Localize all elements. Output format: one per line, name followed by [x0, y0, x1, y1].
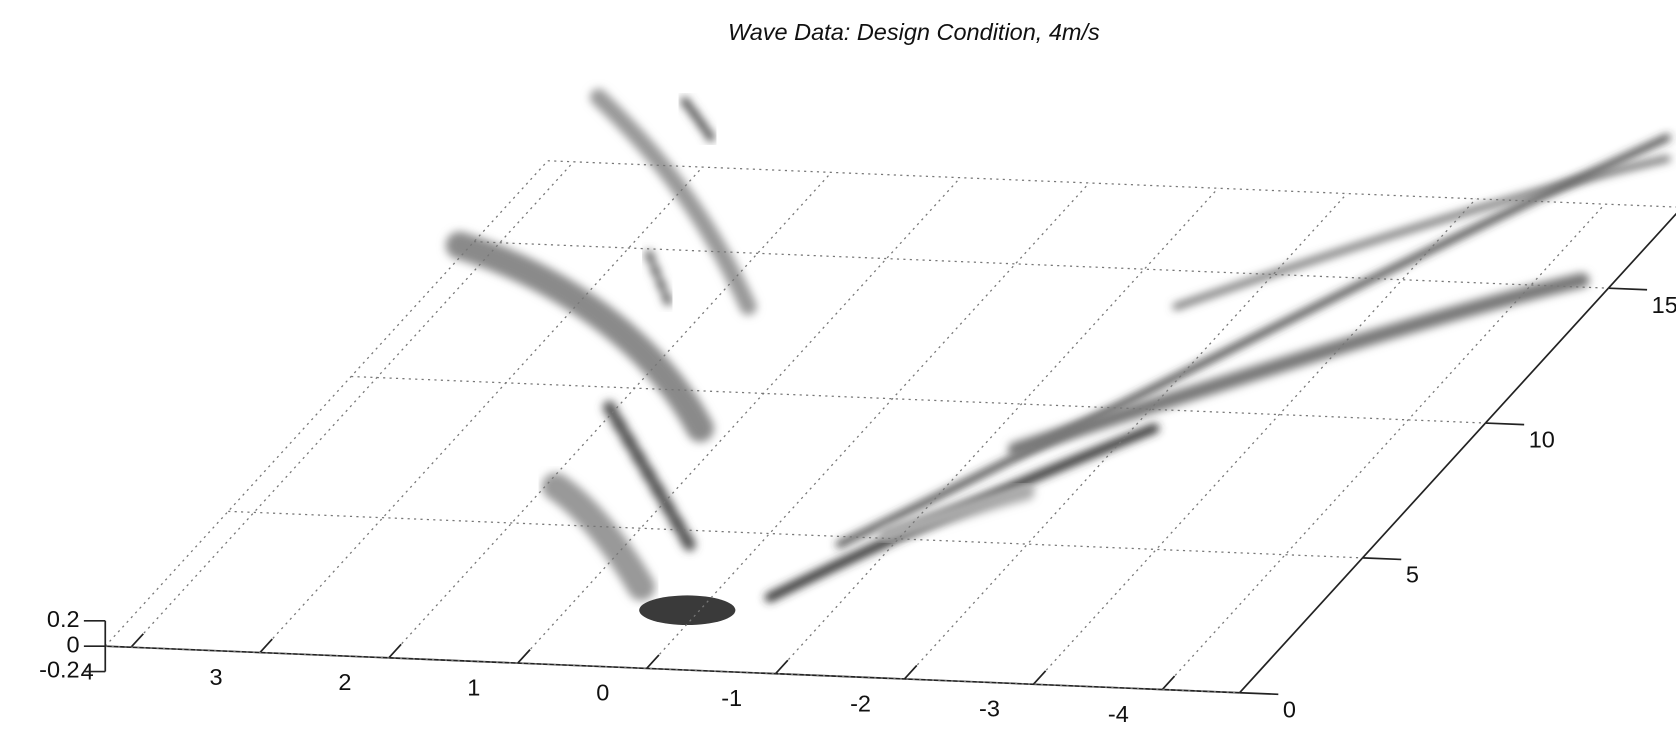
- wave-streak: [445, 231, 715, 443]
- wave-streak: [878, 483, 1035, 543]
- y-tick-label: 5: [1406, 562, 1419, 588]
- x-tick: [517, 649, 531, 664]
- grid-line: [1032, 198, 1477, 685]
- grid-line: [351, 375, 1486, 424]
- y-tick: [1239, 691, 1279, 696]
- x-tick-label: -2: [850, 690, 871, 716]
- x-tick: [774, 659, 789, 675]
- z-tick-label: 0.2: [47, 606, 80, 632]
- x-tick-label: 1: [467, 675, 480, 701]
- grid-line: [130, 161, 575, 648]
- wave-streak: [1007, 272, 1590, 457]
- x-tick: [259, 638, 273, 654]
- wave-streak: [1172, 155, 1671, 310]
- x-tick-label: 0: [596, 680, 609, 706]
- wave-streak: [541, 472, 656, 601]
- y-tick: [1362, 557, 1402, 561]
- grid-line: [388, 171, 832, 659]
- x-tick-label: 3: [209, 664, 222, 690]
- grid-line: [1161, 203, 1606, 690]
- left-edge: [104, 160, 549, 647]
- grid-line: [775, 187, 1219, 675]
- x-tick: [646, 654, 660, 669]
- front-edge: [105, 645, 1240, 694]
- z-tick-label: 0: [67, 631, 80, 657]
- y-tick-label: 0: [1283, 697, 1296, 723]
- y-tick: [1485, 422, 1525, 426]
- x-tick: [1161, 675, 1176, 691]
- grid-line: [904, 193, 1348, 680]
- x-tick-label: -3: [979, 696, 1000, 722]
- x-tick: [388, 643, 402, 659]
- y-tick: [1608, 287, 1648, 291]
- right-edge: [1239, 212, 1676, 694]
- grid-line: [517, 177, 961, 664]
- wave-streak: [602, 400, 696, 552]
- z-tick-label: -0.2: [39, 657, 79, 683]
- x-tick-label: -1: [721, 685, 742, 711]
- x-tick: [903, 664, 918, 680]
- x-tick-label: -4: [1108, 701, 1129, 727]
- x-tick: [130, 633, 144, 648]
- y-tick-label: 15: [1652, 292, 1676, 318]
- chart-title: Wave Data: Design Condition, 4m/s: [728, 19, 1100, 45]
- grid-line: [646, 182, 1090, 669]
- wave-streak: [642, 244, 673, 306]
- grid-line: [259, 166, 703, 653]
- x-tick-label: 2: [338, 669, 351, 695]
- y-tick-label: 10: [1529, 427, 1555, 453]
- x-tick: [1032, 670, 1047, 685]
- wave-surface: [445, 88, 1671, 626]
- hull: [639, 595, 736, 626]
- grid-line: [228, 510, 1363, 559]
- wave-streak: [835, 134, 1671, 548]
- wave-streak: [590, 88, 757, 316]
- wave-streak: [679, 96, 716, 142]
